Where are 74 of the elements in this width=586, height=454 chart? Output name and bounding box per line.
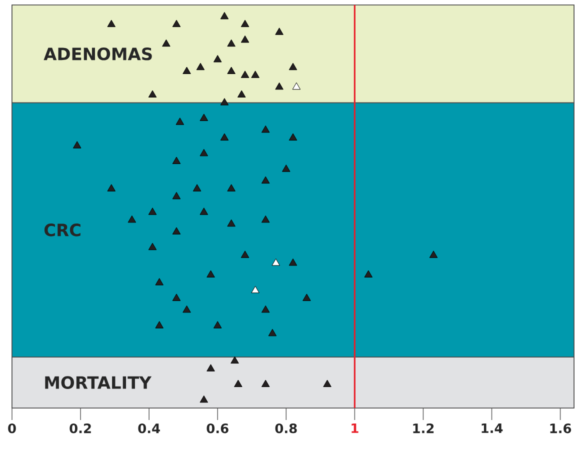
point	[155, 321, 164, 328]
point	[148, 208, 157, 215]
point	[237, 90, 246, 98]
point	[213, 55, 222, 62]
point	[72, 141, 82, 148]
point	[272, 258, 280, 266]
point	[213, 321, 222, 328]
point	[240, 20, 250, 28]
point	[240, 70, 250, 78]
point	[162, 39, 170, 47]
point	[251, 286, 260, 294]
point	[107, 184, 116, 192]
x-tick-label: 1.4	[482, 423, 503, 433]
point	[200, 114, 208, 121]
point	[220, 12, 229, 20]
band-label: MORTALITY	[45, 376, 152, 389]
x-tick-label: 0.6	[206, 423, 228, 434]
point	[227, 184, 236, 192]
x-tick-label: 0.4	[138, 423, 160, 434]
point	[323, 380, 332, 388]
point	[220, 133, 229, 141]
point	[227, 39, 236, 47]
point	[364, 270, 373, 278]
point	[148, 90, 157, 98]
point	[251, 70, 260, 78]
point	[172, 227, 181, 234]
point	[234, 380, 242, 388]
point	[275, 82, 284, 90]
point	[200, 208, 208, 215]
point	[302, 294, 311, 301]
point	[172, 192, 181, 200]
band-label: CRC	[44, 224, 80, 236]
point	[261, 215, 270, 223]
point	[172, 294, 181, 301]
point	[227, 219, 236, 227]
point	[220, 98, 229, 106]
x-tick-label: 0.2	[70, 423, 91, 434]
x-tick-label: 1.6	[550, 423, 572, 434]
point	[182, 66, 191, 74]
point	[200, 148, 208, 156]
point	[196, 62, 205, 70]
point	[282, 164, 290, 172]
point	[176, 118, 184, 125]
point	[288, 133, 298, 141]
point	[261, 125, 270, 133]
x-tick-label: 0	[8, 423, 16, 434]
x-tick-label: 0.8	[275, 423, 297, 434]
point	[261, 176, 270, 184]
point	[148, 242, 157, 250]
x-tick-label: 1.2	[413, 423, 434, 434]
point	[200, 395, 208, 403]
point	[206, 364, 215, 372]
point	[128, 215, 136, 223]
point	[275, 28, 284, 35]
point	[268, 328, 277, 336]
point	[192, 184, 202, 192]
point	[288, 62, 298, 70]
point	[240, 35, 250, 43]
point	[155, 278, 164, 286]
point	[172, 156, 181, 164]
point	[230, 356, 239, 364]
point	[172, 20, 181, 28]
point	[288, 258, 298, 266]
point	[107, 20, 116, 28]
point	[240, 250, 250, 258]
point	[206, 270, 215, 278]
point	[261, 380, 270, 388]
point	[261, 305, 270, 313]
band-label: ADENOMAS	[44, 47, 152, 60]
point	[429, 250, 438, 258]
point	[227, 66, 236, 74]
x-tick-label: 1	[352, 423, 358, 433]
point	[292, 82, 301, 90]
point	[182, 305, 191, 313]
